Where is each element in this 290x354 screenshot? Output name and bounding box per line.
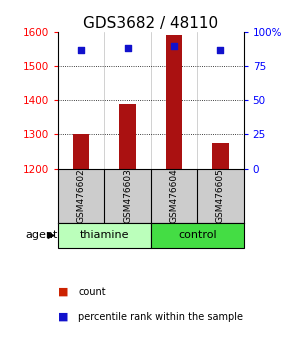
- Bar: [166, 35, 182, 169]
- Title: GDS3682 / 48110: GDS3682 / 48110: [83, 16, 218, 31]
- Text: ■: ■: [58, 287, 68, 297]
- Point: [218, 47, 223, 52]
- Text: GSM476603: GSM476603: [123, 169, 132, 223]
- Text: thiamine: thiamine: [80, 230, 129, 240]
- Bar: [212, 143, 229, 169]
- Text: agent: agent: [26, 230, 58, 240]
- Point: [125, 45, 130, 51]
- Point: [79, 47, 84, 52]
- Bar: [119, 104, 136, 169]
- Bar: [151, 223, 244, 248]
- Text: GSM476602: GSM476602: [77, 169, 86, 223]
- Text: control: control: [178, 230, 217, 240]
- Text: percentile rank within the sample: percentile rank within the sample: [78, 312, 243, 322]
- Text: GSM476605: GSM476605: [216, 169, 225, 223]
- Text: ■: ■: [58, 312, 68, 322]
- Point: [172, 43, 176, 48]
- Bar: [58, 223, 151, 248]
- Text: GSM476604: GSM476604: [169, 169, 179, 223]
- Text: count: count: [78, 287, 106, 297]
- Bar: [73, 135, 89, 169]
